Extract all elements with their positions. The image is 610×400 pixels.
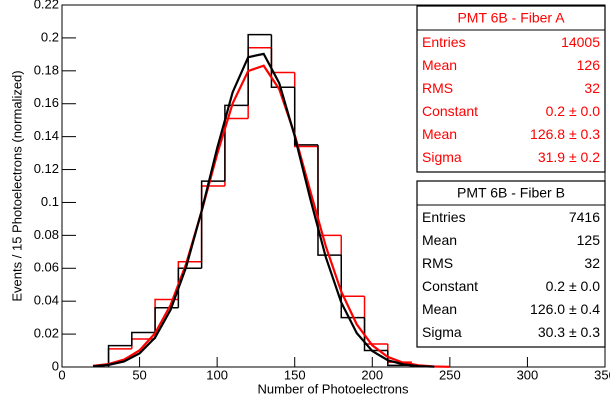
stat-label: Constant	[422, 103, 478, 119]
y-tick-label: 0	[52, 358, 59, 373]
x-tick-label: 350	[594, 367, 610, 382]
stat-value: 126.0 ± 0.4	[530, 301, 600, 317]
stat-value: 0.2 ± 0.0	[546, 278, 601, 294]
y-tick-label: 0.02	[34, 326, 59, 341]
stat-value: 32	[584, 255, 600, 271]
y-axis-label: Events / 15 Photoelectrons (normalized)	[9, 70, 24, 301]
stat-value: 126.8 ± 0.3	[530, 126, 600, 142]
histogram-bin	[270, 34, 295, 89]
y-tick-label: 0.14	[34, 128, 59, 143]
x-tick-label: 50	[132, 367, 146, 382]
stat-label: Mean	[422, 126, 457, 142]
x-tick-label: 250	[439, 367, 461, 382]
stat-label: Mean	[422, 57, 457, 73]
histogram-bin	[200, 180, 225, 269]
stat-label: RMS	[422, 255, 453, 271]
stat-value: 126	[577, 57, 601, 73]
y-tick-label: 0.22	[34, 0, 59, 11]
stat-label: Sigma	[422, 324, 462, 340]
stat-value: 32	[584, 80, 600, 96]
stat-label: Sigma	[422, 149, 462, 165]
stat-value: 125	[577, 232, 601, 248]
stat-value: 30.3 ± 0.3	[538, 324, 600, 340]
stat-label: Mean	[422, 301, 457, 317]
stat-box	[416, 5, 606, 173]
histogram-bin	[340, 255, 365, 319]
histogram-bin	[317, 144, 342, 256]
stat-box-title: PMT 6B - Fiber B	[457, 185, 565, 201]
stat-value: 31.9 ± 0.2	[538, 149, 600, 165]
stat-label: Entries	[422, 34, 466, 50]
histogram-bin	[107, 344, 132, 367]
histogram-bin	[247, 33, 272, 106]
histogram-bin	[270, 47, 295, 74]
y-tick-label: 0.16	[34, 95, 59, 110]
histogram-bin	[224, 104, 249, 182]
y-tick-label: 0.08	[34, 227, 59, 242]
x-tick-label: 300	[517, 367, 539, 382]
histogram-bin	[293, 72, 318, 148]
stat-value: 7416	[569, 209, 600, 225]
x-tick-label: 150	[284, 367, 306, 382]
stat-label: Mean	[422, 232, 457, 248]
y-tick-label: 0.12	[34, 161, 59, 176]
histogram-bin	[247, 47, 272, 119]
histogram-bin	[363, 296, 388, 345]
histogram-bin	[131, 331, 156, 346]
fit-curve	[92, 64, 450, 368]
stat-label: Entries	[422, 209, 466, 225]
y-tick-label: 0.04	[34, 293, 59, 308]
stat-box	[416, 180, 606, 348]
x-axis-label: Number of Photoelectrons	[257, 381, 409, 396]
stat-box-title: PMT 6B - Fiber A	[457, 10, 565, 26]
stat-value: 14005	[561, 34, 600, 50]
stat-label: RMS	[422, 80, 453, 96]
histogram-bin	[224, 117, 249, 186]
y-tick-label: 0.18	[34, 62, 59, 77]
stat-label: Constant	[422, 278, 478, 294]
stat-value: 0.2 ± 0.0	[546, 103, 601, 119]
x-tick-label: 100	[206, 367, 228, 382]
histogram-bin	[317, 146, 342, 237]
y-tick-label: 0.2	[41, 29, 59, 44]
y-tick-label: 0.06	[34, 260, 59, 275]
histogram-bin	[340, 235, 365, 297]
x-tick-label: 200	[361, 367, 383, 382]
y-tick-label: 0.1	[41, 194, 59, 209]
histogram-bin	[177, 267, 202, 308]
x-tick-label: 0	[58, 367, 65, 382]
fit-curve	[92, 52, 435, 368]
histogram-bin	[293, 87, 318, 146]
